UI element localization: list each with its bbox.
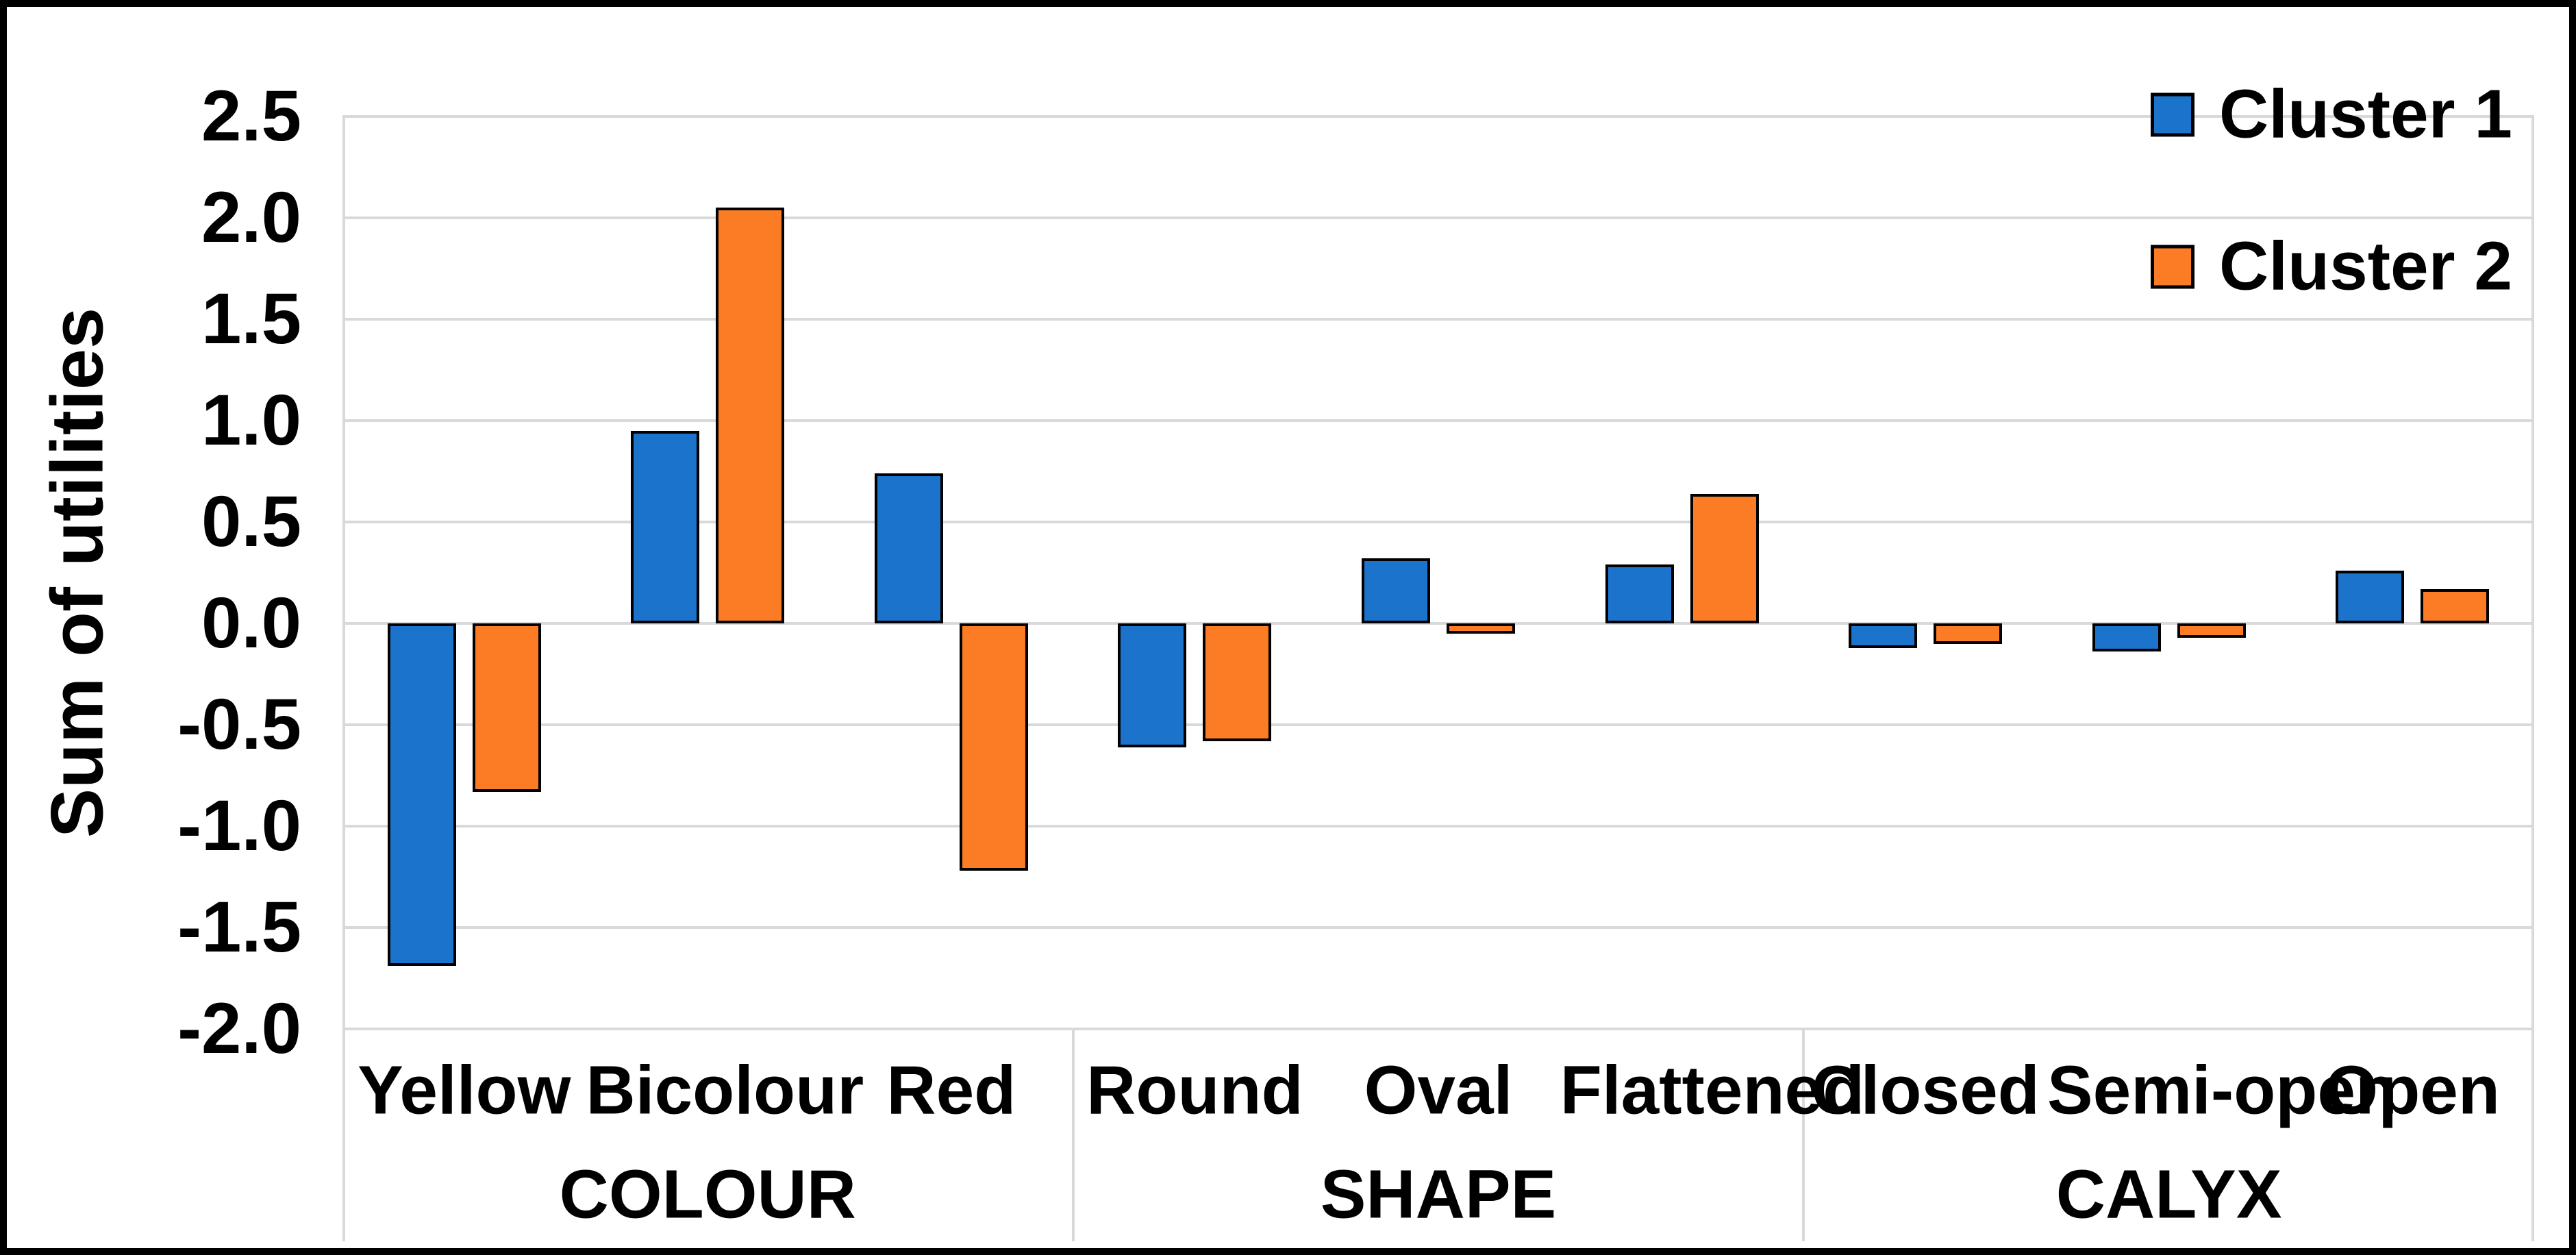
legend-entry: Cluster 1 (2151, 75, 2512, 154)
category-label: Red (886, 1052, 1016, 1129)
y-tick-label: 1.0 (201, 380, 301, 460)
gridline (342, 825, 2534, 828)
bar-cluster2-round (1203, 623, 1272, 741)
y-tick-label: 0.5 (201, 482, 301, 562)
legend-swatch-cluster2 (2151, 245, 2194, 288)
bar-cluster2-open (2421, 588, 2490, 623)
bar-cluster1-closed (1849, 623, 1918, 648)
bar-cluster1-open (2336, 571, 2405, 623)
y-tick-label: -0.5 (177, 684, 301, 765)
y-tick-label: 0.0 (201, 583, 301, 663)
group-separator-line (1802, 1029, 1805, 1241)
gridline (342, 115, 2534, 118)
gridline (342, 1028, 2534, 1030)
y-tick-label: 1.5 (201, 279, 301, 359)
bar-cluster1-semi-open (2092, 623, 2161, 652)
category-label: Bicolour (586, 1052, 864, 1129)
bar-cluster2-oval (1447, 623, 1515, 634)
legend-label: Cluster 1 (2219, 75, 2512, 153)
y-tick-label: 2.5 (201, 76, 301, 156)
bar-cluster1-red (874, 473, 943, 623)
category-label: Semi-open (2047, 1052, 2398, 1129)
bar-cluster2-flattened (1690, 493, 1759, 623)
bar-cluster1-flattened (1605, 564, 1674, 623)
gridline (342, 521, 2534, 523)
group-label: CALYX (2055, 1156, 2282, 1233)
category-label: Closed (1811, 1052, 2040, 1129)
legend-swatch-cluster1 (2151, 92, 2194, 136)
group-separator-line (1071, 1029, 1075, 1241)
legend-entry: Cluster 2 (2151, 227, 2512, 306)
group-label: COLOUR (559, 1156, 856, 1233)
bar-cluster2-semi-open (2177, 623, 2246, 638)
plot-boundary-line (342, 116, 345, 1241)
y-tick-label: 2.0 (201, 177, 301, 258)
bar-cluster2-red (959, 623, 1028, 871)
plot-boundary-line (2531, 116, 2534, 1241)
y-tick-label: -1.0 (177, 786, 301, 866)
bar-cluster1-oval (1362, 558, 1430, 623)
category-label: Oval (1364, 1052, 1513, 1129)
gridline (342, 419, 2534, 422)
bar-cluster1-round (1118, 623, 1187, 747)
category-label: Flattened (1560, 1052, 1865, 1129)
bar-cluster2-bicolour (716, 208, 785, 623)
gridline (342, 216, 2534, 219)
category-label: Open (2325, 1052, 2500, 1129)
bar-cluster1-bicolour (631, 430, 700, 623)
gridline (342, 622, 2534, 625)
bar-cluster1-yellow (387, 623, 456, 967)
legend-label: Cluster 2 (2219, 227, 2512, 305)
category-label: Yellow (358, 1052, 571, 1129)
category-label: Round (1086, 1052, 1303, 1129)
gridline (342, 318, 2534, 321)
bar-cluster2-yellow (472, 623, 541, 792)
gridline (342, 723, 2534, 726)
group-label: SHAPE (1320, 1156, 1557, 1233)
bar-cluster2-closed (1934, 623, 2003, 644)
y-tick-label: -1.5 (177, 887, 301, 967)
gridline (342, 926, 2534, 929)
y-tick-label: -2.0 (177, 989, 301, 1069)
